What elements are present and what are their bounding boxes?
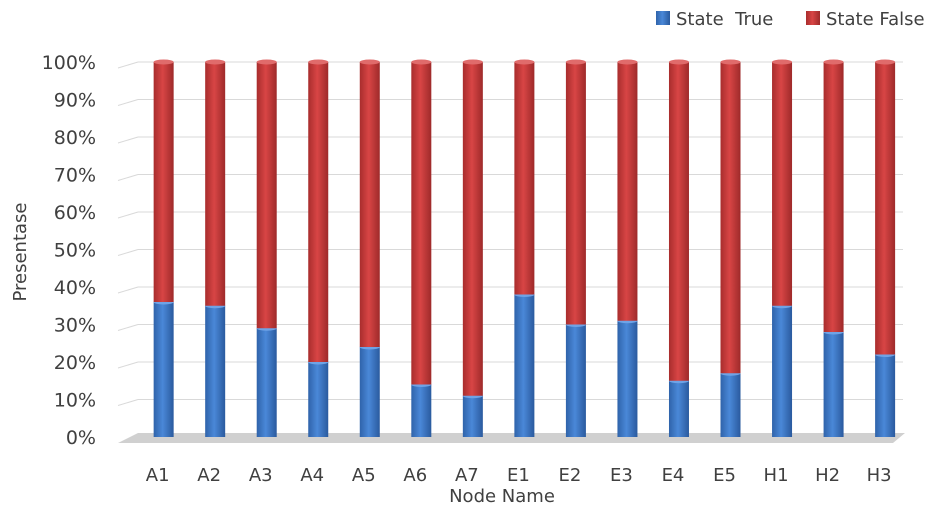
bar-state-true-h3	[875, 354, 896, 437]
bar-cap-e5-1	[720, 59, 741, 65]
y-tick-label: 0%	[66, 427, 96, 449]
bar-state-false-a1	[153, 62, 174, 302]
gridline-side	[117, 136, 139, 144]
bar-cap-e1-1	[514, 59, 535, 65]
bar-state-false-e4	[668, 62, 689, 381]
x-axis-title: Node Name	[449, 486, 555, 506]
bar-state-false-e2	[565, 62, 586, 325]
bar-state-true-a3	[256, 328, 277, 437]
x-tick-label: H3	[867, 465, 892, 486]
bar-state-true-e3	[617, 320, 638, 437]
legend-swatch-state-true	[656, 11, 670, 25]
x-tick-label: E3	[610, 465, 633, 486]
gridline-side	[117, 174, 139, 181]
x-tick-label: E2	[558, 465, 581, 486]
bar-state-true-a1	[153, 302, 174, 437]
x-tick-label: A2	[197, 465, 221, 486]
bar-state-false-a2	[205, 62, 226, 306]
bar-state-true-h2	[823, 332, 844, 437]
bar-state-true-a5	[359, 347, 380, 437]
x-tick-label: H1	[764, 465, 789, 486]
y-tick-label: 70%	[54, 165, 96, 187]
bars-layer	[153, 59, 896, 437]
bar-cap-e3-1	[617, 59, 638, 65]
gridline-side	[117, 361, 139, 369]
bar-state-false-e1	[514, 62, 535, 295]
y-tick-label: 40%	[54, 277, 96, 299]
x-tick-label: A6	[403, 465, 427, 486]
bar-state-true-e5	[720, 373, 741, 437]
bar-state-false-a7	[462, 62, 483, 396]
bar-cap-a6-1	[411, 59, 432, 65]
bar-state-true-a6	[411, 384, 432, 437]
bar-cap-h2-1	[823, 59, 844, 65]
y-axis-ticks: 0% 10% 20% 30% 40% 50% 60% 70% 80% 90% 100%	[42, 52, 96, 449]
x-tick-label: E1	[507, 465, 530, 486]
bar-state-false-a6	[411, 62, 432, 385]
gridline-side	[117, 61, 139, 69]
x-tick-label: A4	[300, 465, 324, 486]
bar-cap-a1-1	[153, 59, 174, 65]
y-tick-label: 20%	[54, 352, 96, 374]
bar-cap-a7-1	[462, 59, 483, 65]
gridline-side	[117, 211, 139, 219]
bar-cap-e2-1	[565, 59, 586, 65]
legend-label-state-true: State True	[676, 9, 773, 30]
bar-state-true-e2	[565, 324, 586, 437]
bar-cap-h1-1	[772, 59, 793, 65]
x-tick-label: E5	[713, 465, 736, 486]
bar-state-true-a2	[205, 305, 226, 437]
y-tick-label: 60%	[54, 202, 96, 224]
y-tick-label: 30%	[54, 315, 96, 337]
bar-cap-a3-1	[256, 59, 277, 65]
bar-state-false-a4	[308, 62, 329, 362]
x-tick-label: A5	[352, 465, 376, 486]
bar-state-true-e1	[514, 294, 535, 437]
x-tick-label: E4	[662, 465, 685, 486]
x-tick-label: A3	[249, 465, 273, 486]
bar-cap-e4-1	[668, 59, 689, 65]
gridline-side	[117, 286, 139, 294]
bar-state-false-a3	[256, 62, 277, 329]
legend-label-state-false: State False	[826, 9, 925, 30]
bar-cap-a2-1	[205, 59, 226, 65]
legend: State True State False	[656, 9, 925, 30]
gridline-side	[117, 99, 139, 106]
y-axis-title: Presentase	[10, 202, 31, 301]
bar-state-false-h2	[823, 62, 844, 332]
x-tick-label: A7	[455, 465, 479, 486]
bar-state-true-e4	[668, 380, 689, 437]
bar-state-true-h1	[772, 305, 793, 437]
gridline-side	[117, 249, 139, 256]
bar-state-false-e3	[617, 62, 638, 321]
y-tick-label: 10%	[54, 390, 96, 412]
bar-state-true-a7	[462, 395, 483, 437]
y-tick-label: 100%	[42, 52, 96, 74]
y-tick-label: 80%	[54, 127, 96, 149]
bar-state-false-h3	[875, 62, 896, 355]
x-tick-label: A1	[146, 465, 170, 486]
gridline-side	[117, 399, 139, 406]
bar-state-false-a5	[359, 62, 380, 347]
bar-cap-h3-1	[875, 59, 896, 65]
x-tick-label: H2	[815, 465, 840, 486]
bar-state-true-a4	[308, 362, 329, 437]
bar-state-false-h1	[772, 62, 793, 306]
gridline-side	[117, 324, 139, 331]
legend-swatch-state-false	[806, 11, 820, 25]
x-axis-ticks: A1 A2 A3 A4 A5 A6 A7 E1 E2 E3 E4 E5 H1 H2 H3	[146, 465, 892, 486]
y-tick-label: 50%	[54, 240, 96, 262]
bar-state-false-e5	[720, 62, 741, 374]
y-tick-label: 90%	[54, 90, 96, 112]
bar-cap-a4-1	[308, 59, 329, 65]
bar-cap-a5-1	[359, 59, 380, 65]
